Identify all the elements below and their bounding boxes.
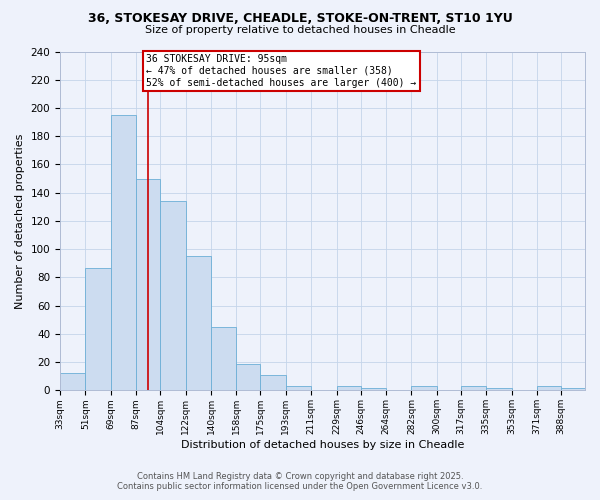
Text: Size of property relative to detached houses in Cheadle: Size of property relative to detached ho… — [145, 25, 455, 35]
Bar — [286, 386, 311, 390]
Text: Contains HM Land Registry data © Crown copyright and database right 2025.
Contai: Contains HM Land Registry data © Crown c… — [118, 472, 482, 491]
Bar — [537, 386, 561, 390]
Bar — [337, 386, 361, 390]
Bar — [260, 375, 286, 390]
Text: 36 STOKESAY DRIVE: 95sqm
← 47% of detached houses are smaller (358)
52% of semi-: 36 STOKESAY DRIVE: 95sqm ← 47% of detach… — [146, 54, 416, 88]
Bar — [111, 115, 136, 390]
Bar — [412, 386, 437, 390]
Bar — [361, 388, 386, 390]
Bar — [236, 364, 260, 390]
X-axis label: Distribution of detached houses by size in Cheadle: Distribution of detached houses by size … — [181, 440, 464, 450]
Bar — [185, 256, 211, 390]
Bar — [486, 388, 512, 390]
Bar — [136, 178, 160, 390]
Bar — [211, 327, 236, 390]
Bar — [85, 268, 111, 390]
Bar — [461, 386, 486, 390]
Bar — [561, 388, 585, 390]
Text: 36, STOKESAY DRIVE, CHEADLE, STOKE-ON-TRENT, ST10 1YU: 36, STOKESAY DRIVE, CHEADLE, STOKE-ON-TR… — [88, 12, 512, 26]
Y-axis label: Number of detached properties: Number of detached properties — [15, 134, 25, 308]
Bar — [60, 374, 85, 390]
Bar — [160, 201, 185, 390]
